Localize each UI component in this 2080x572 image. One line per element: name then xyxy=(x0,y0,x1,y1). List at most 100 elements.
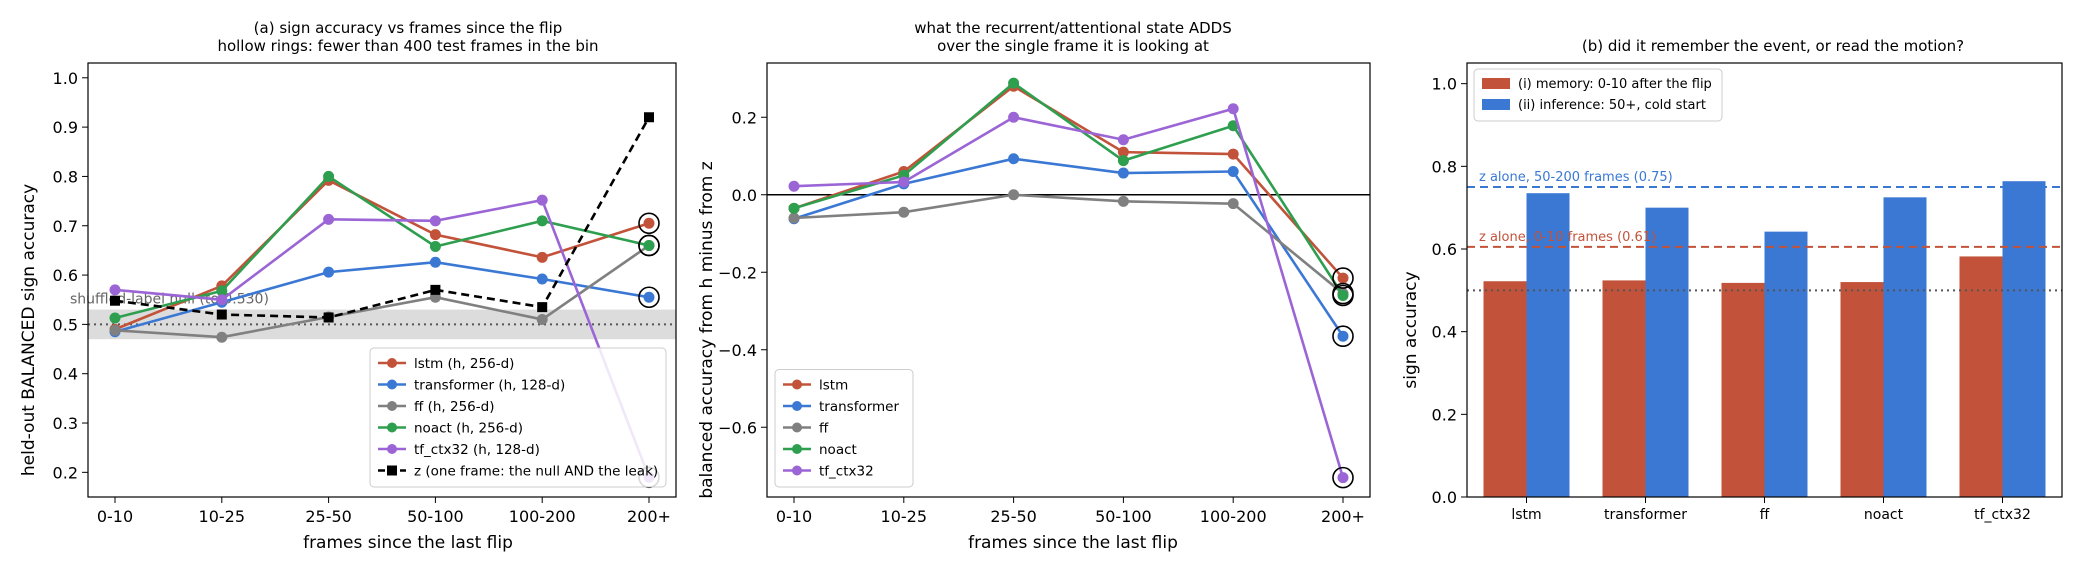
data-point xyxy=(430,284,441,295)
data-point xyxy=(536,215,548,227)
data-point xyxy=(1227,148,1239,160)
series-line xyxy=(793,157,1345,337)
plot-frame xyxy=(766,62,1371,498)
legend-label: (i) memory: 0-10 after the flip xyxy=(1518,77,1712,92)
legend-label: lstm (h, 256-d) xyxy=(414,356,514,372)
y-tick-label: 0.2 xyxy=(732,108,757,127)
legend-marker xyxy=(792,422,802,433)
series-line xyxy=(114,198,651,478)
x-tick-label: 10-25 xyxy=(199,507,246,526)
legend-box xyxy=(369,347,667,488)
legend-label: z (one frame: the null AND the leak) xyxy=(414,464,658,480)
data-point xyxy=(643,217,655,229)
x-tick-label: 50-100 xyxy=(407,507,464,526)
bar-noact-0 xyxy=(1840,282,1884,497)
data-point xyxy=(323,170,335,182)
bar-transformer-1 xyxy=(1645,207,1689,497)
x-tick-label: 25-50 xyxy=(305,507,352,526)
x-tick-label: lstm xyxy=(1511,507,1541,523)
bar-transformer-0 xyxy=(1602,280,1646,497)
legend-marker xyxy=(792,379,802,390)
legend-label: lstm xyxy=(819,378,848,394)
data-point xyxy=(1227,120,1239,132)
y-tick-label: 0.9 xyxy=(53,118,78,137)
panel-c-chart: (b) did it remember the event, or read t… xyxy=(1401,37,2063,523)
y-tick-label: 0.4 xyxy=(1432,323,1457,342)
data-point xyxy=(429,229,441,241)
data-point xyxy=(429,215,441,227)
legend-marker xyxy=(792,444,802,454)
data-point xyxy=(536,194,548,206)
legend-label: (ii) inference: 50+, cold start xyxy=(1518,98,1706,113)
reference-label-1: z alone, 0-10 frames (0.61) xyxy=(1479,230,1656,245)
x-tick-label: 100-200 xyxy=(1200,507,1267,526)
panel-c-y-axis-label: sign accuracy xyxy=(1401,271,1421,388)
legend-marker xyxy=(387,465,397,476)
y-tick-label: 1.0 xyxy=(1432,75,1457,94)
legend-swatch xyxy=(1482,99,1510,110)
legend-marker xyxy=(387,444,397,454)
legend-marker xyxy=(387,358,397,368)
y-tick-label: 0.8 xyxy=(1432,157,1457,176)
x-tick-label: 200+ xyxy=(1321,507,1365,526)
legend-box xyxy=(774,369,914,488)
x-tick-label: 10-25 xyxy=(881,507,928,526)
series-line xyxy=(793,81,1345,297)
bar-ff-1 xyxy=(1764,231,1808,497)
data-point xyxy=(429,240,441,252)
data-point xyxy=(1227,103,1239,115)
y-tick-label: 0.8 xyxy=(53,167,78,186)
bar-tf_ctx32-1 xyxy=(2002,181,2046,498)
y-tick-label: −0.2 xyxy=(718,263,757,282)
data-point xyxy=(1337,290,1349,301)
data-point xyxy=(1117,167,1129,179)
series-3 xyxy=(109,170,655,324)
bar-lstm-0 xyxy=(1483,281,1527,497)
panel-b-title: what the recurrent/attentional state ADD… xyxy=(914,19,1231,37)
data-point xyxy=(1337,330,1349,342)
data-point xyxy=(536,251,548,263)
hollow-ring xyxy=(1332,466,1354,489)
x-tick-label: 0-10 xyxy=(97,507,133,526)
data-point xyxy=(644,112,654,123)
y-tick-label: 0.6 xyxy=(53,266,78,285)
panel-b-x-axis-label: frames since the last flip xyxy=(968,533,1178,553)
data-point xyxy=(1008,153,1020,165)
data-point xyxy=(788,180,800,192)
series-line xyxy=(114,116,651,319)
legend-label: transformer (h, 128-d) xyxy=(414,378,565,394)
data-point xyxy=(1008,189,1020,201)
data-point xyxy=(323,312,334,323)
x-tick-label: noact xyxy=(1864,507,1904,523)
series-line xyxy=(114,174,650,320)
data-point xyxy=(537,302,548,313)
data-point xyxy=(323,213,335,225)
data-point xyxy=(898,206,910,218)
panel-b-y-axis-label: balanced accuracy from h minus from z xyxy=(697,161,717,498)
hollow-ring xyxy=(1332,284,1354,307)
legend-marker xyxy=(387,401,397,411)
hollow-ring xyxy=(1332,267,1354,289)
y-tick-label: 0.0 xyxy=(732,186,757,205)
series-line xyxy=(114,260,650,334)
data-point xyxy=(429,256,441,268)
data-point xyxy=(1008,77,1020,89)
x-tick-label: ff xyxy=(1760,507,1770,523)
y-tick-label: −0.4 xyxy=(718,341,757,360)
x-tick-label: transformer xyxy=(1604,507,1687,523)
legend-label: ff (h, 256-d) xyxy=(414,399,494,415)
bar-noact-1 xyxy=(1883,197,1927,498)
data-point xyxy=(109,324,121,336)
data-point xyxy=(1227,198,1239,210)
legend-marker xyxy=(387,379,397,390)
data-point xyxy=(1117,195,1129,207)
data-point xyxy=(1337,272,1349,284)
y-tick-label: 0.3 xyxy=(53,414,78,433)
y-tick-label: −0.6 xyxy=(718,418,757,437)
data-point xyxy=(898,176,910,188)
legend-swatch xyxy=(1482,78,1510,89)
series-line xyxy=(114,244,650,339)
plot-frame xyxy=(87,62,677,498)
data-point xyxy=(1337,472,1349,484)
legend-box xyxy=(1473,68,1723,122)
